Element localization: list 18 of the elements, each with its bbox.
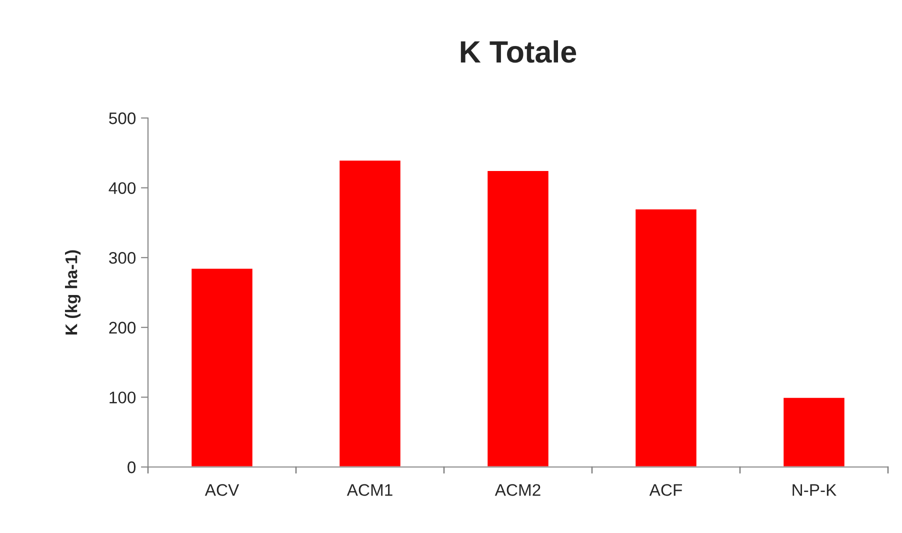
x-tick-label: N-P-K xyxy=(792,484,836,496)
y-tick-label: 300 xyxy=(109,252,136,264)
y-tick-label: 100 xyxy=(110,392,136,404)
chart-title: K Totale xyxy=(460,40,576,63)
bar xyxy=(486,170,550,467)
bar xyxy=(190,267,254,467)
y-axis-title: K (kg ha-1) xyxy=(65,250,81,334)
y-tick-label: 500 xyxy=(109,112,136,124)
bar xyxy=(338,159,402,467)
y-tick-label: 400 xyxy=(108,182,136,194)
x-tick-label: ACF xyxy=(649,484,682,496)
x-tick-label: ACM1 xyxy=(346,484,392,496)
y-tick-label: 200 xyxy=(109,322,136,334)
bar xyxy=(634,208,698,467)
x-tick-label: ACV xyxy=(204,484,240,496)
bar xyxy=(782,396,846,467)
y-tick-label: 0 xyxy=(128,461,136,474)
x-tick-label: ACM2 xyxy=(494,484,540,496)
